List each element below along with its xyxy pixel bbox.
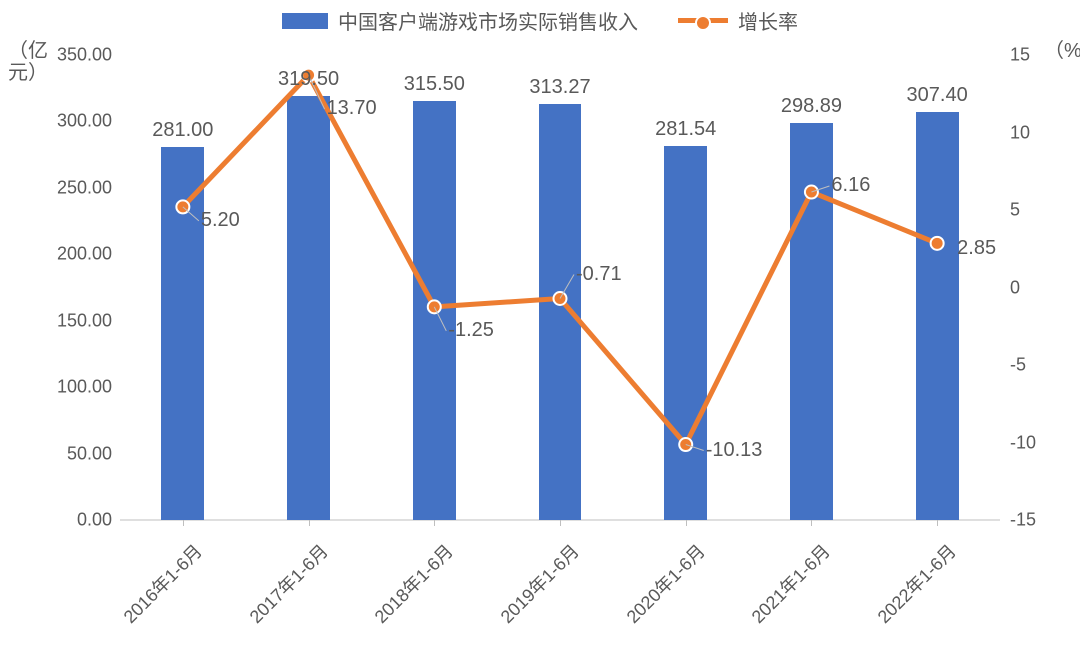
legend: 中国客户端游戏市场实际销售收入 增长率	[0, 6, 1080, 35]
x-category-label: 2022年1-6月	[837, 538, 961, 662]
x-tick	[434, 520, 435, 526]
x-tick	[309, 520, 310, 526]
bar-value-label: 298.89	[781, 95, 842, 118]
x-tick	[183, 520, 184, 526]
line-value-label: -0.71	[576, 263, 622, 286]
plot-area: 281.00 319.50 315.50 313.27 281.54 298.89 307.…	[120, 55, 1000, 520]
x-tick	[811, 520, 812, 526]
y-left-tick: 250.00	[57, 177, 112, 198]
bar-value-label: 281.54	[655, 118, 716, 141]
line-value-label: 13.70	[327, 97, 377, 120]
x-tick	[560, 520, 561, 526]
legend-item-line: 增长率	[678, 6, 798, 35]
y-right-tick: 0	[1010, 277, 1020, 298]
bar-value-label: 281.00	[152, 119, 213, 142]
y-left-tick: 200.00	[57, 244, 112, 265]
y-right-tick: -10	[1010, 432, 1036, 453]
y-left-tick: 100.00	[57, 377, 112, 398]
legend-bar-label: 中国客户端游戏市场实际销售收入	[338, 6, 638, 35]
line-value-label: -1.25	[448, 319, 494, 342]
line-layer	[120, 55, 1000, 520]
line-value-label: 2.85	[957, 237, 996, 260]
x-category-label: 2019年1-6月	[460, 538, 584, 662]
y-right-tick: -5	[1010, 355, 1026, 376]
x-tick	[937, 520, 938, 526]
y-left-tick: 300.00	[57, 111, 112, 132]
x-category-label: 2018年1-6月	[334, 538, 458, 662]
legend-item-bar: 中国客户端游戏市场实际销售收入	[282, 6, 638, 35]
y-left-tick: 0.00	[77, 510, 112, 531]
y-left-tick: 150.00	[57, 310, 112, 331]
y-right-tick: -15	[1010, 510, 1036, 531]
legend-line-dot-icon	[695, 15, 711, 31]
y-right-tick: 10	[1010, 122, 1030, 143]
line-value-label: -10.13	[706, 439, 763, 462]
y-left-tick: 350.00	[57, 45, 112, 66]
x-category-label: 2020年1-6月	[586, 538, 710, 662]
x-category-label: 2021年1-6月	[711, 538, 835, 662]
y-right-tick: 5	[1010, 200, 1020, 221]
line-value-label: 5.20	[201, 209, 240, 232]
bar-value-label: 313.27	[529, 76, 590, 99]
bar-value-label: 307.40	[907, 84, 968, 107]
line-value-label: 6.16	[831, 174, 870, 197]
y-right-tick: 15	[1010, 45, 1030, 66]
bar-value-label: 315.50	[404, 73, 465, 96]
y-left-tick: 50.00	[67, 443, 112, 464]
legend-line-label: 增长率	[738, 6, 798, 35]
x-category-label: 2016年1-6月	[83, 538, 207, 662]
x-tick	[686, 520, 687, 526]
legend-bar-swatch	[282, 13, 328, 29]
legend-line-swatch	[678, 18, 728, 23]
combo-chart: 中国客户端游戏市场实际销售收入 增长率 （亿元） （%） 281.00 319.5…	[0, 0, 1080, 644]
bar-value-label: 319.50	[278, 68, 339, 91]
y-left-unit: （亿元）	[8, 40, 34, 84]
y-right-unit: （%）	[1044, 40, 1070, 62]
x-category-label: 2017年1-6月	[208, 538, 332, 662]
